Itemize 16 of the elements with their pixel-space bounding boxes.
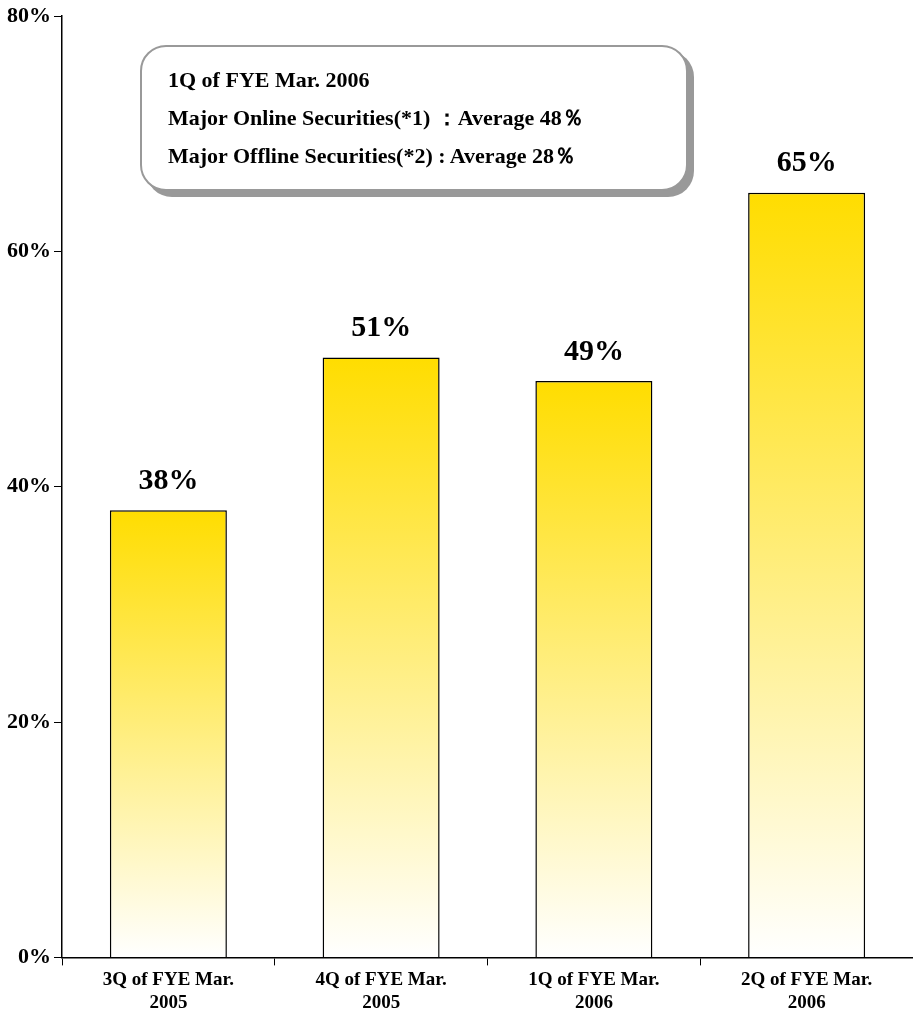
y-tick-label: 40% [7,472,51,498]
y-tick-label: 0% [18,943,51,969]
x-tick-label: 3Q of FYE Mar. 2005 [102,967,234,1012]
x-tick-label: 1Q of FYE Mar. 2006 [528,967,660,1012]
x-tick-label: 4Q of FYE Mar. 2005 [315,967,447,1012]
annotation: 1Q of FYE Mar. 2006 [168,66,371,94]
data-label: 65% [776,144,837,178]
y-tick-label: 60% [7,237,51,263]
y-tick-label: 20% [7,707,51,733]
data-label: 49% [563,332,624,366]
data-label: 51% [351,309,412,343]
data-label: 38% [138,462,199,496]
annotation: Major Online Securities(*1) ：Average 48％ [168,104,585,132]
annotation: Major Offline Securities(*2) : Average 28％ [168,142,577,170]
y-tick-label: 80% [7,1,51,27]
x-tick-label: 2Q of FYE Mar. 2006 [741,967,873,1012]
